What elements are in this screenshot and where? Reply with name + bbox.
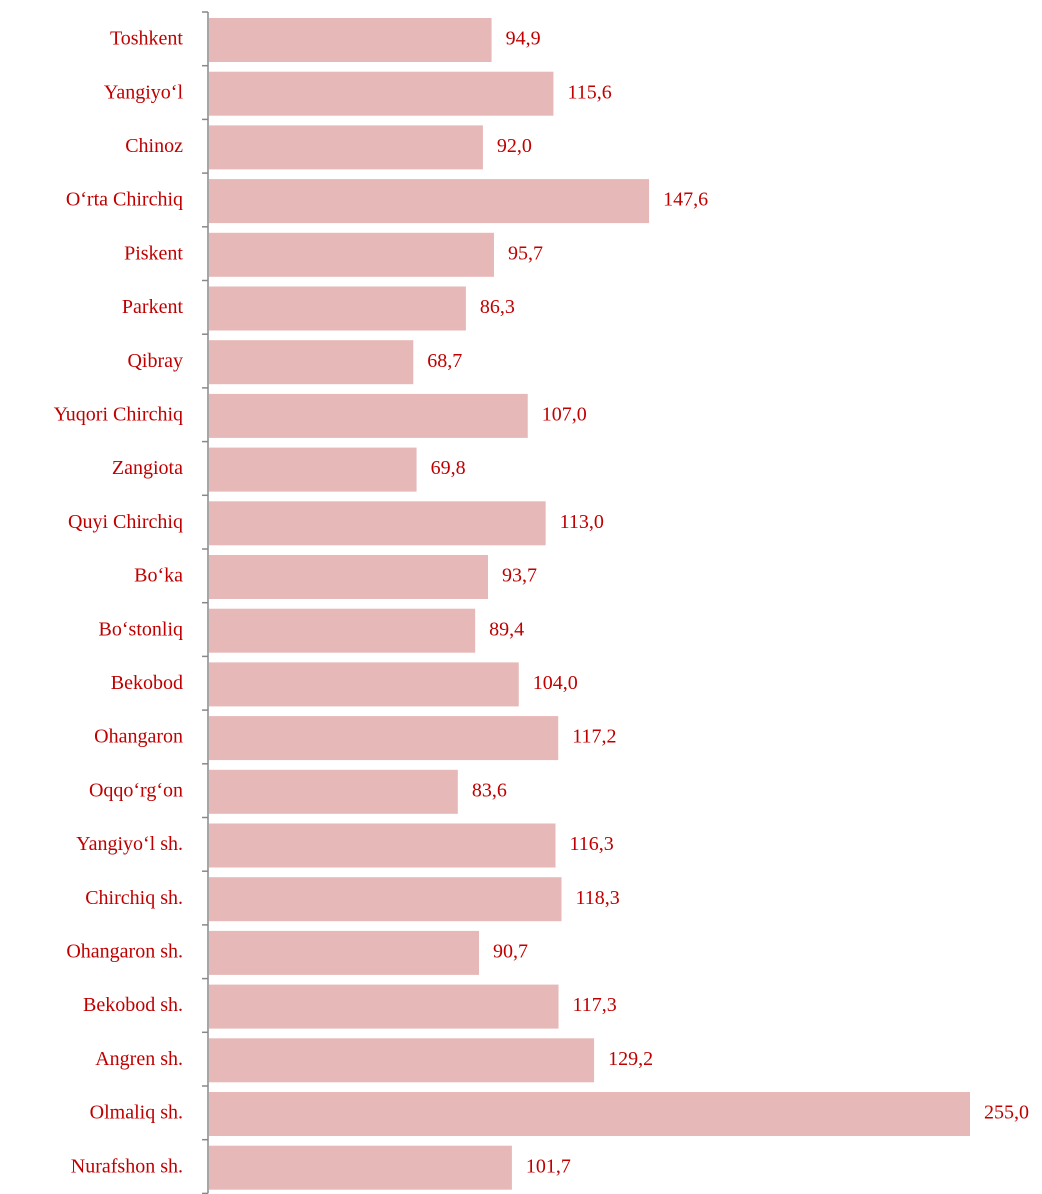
bar [209,1038,595,1083]
value-label: 116,3 [570,833,614,855]
category-label: Bo‘ka [134,565,183,587]
bar [209,555,488,599]
category-label: Bekobod [111,672,183,694]
category-label: Bekobod sh. [83,994,183,1016]
category-label: Toshkent [110,28,183,50]
value-label: 104,0 [533,672,578,694]
value-label: 147,6 [663,189,708,211]
value-label: 95,7 [508,242,543,264]
bar [209,984,559,1029]
bar [209,877,562,922]
category-label: Ohangaron [94,726,183,748]
bar [209,1092,970,1136]
bar [209,716,559,761]
category-label: Chinoz [125,135,183,157]
bar [209,18,492,62]
bar [209,769,458,814]
value-label: 86,3 [480,296,515,318]
value-label: 90,7 [493,940,528,962]
category-label: Yangiyo‘l [104,81,184,103]
bar [209,1145,512,1190]
category-label: Nurafshon sh. [71,1155,183,1177]
bar [209,823,556,868]
value-label: 69,8 [431,457,466,479]
category-label: Qibray [127,350,183,372]
value-label: 93,7 [502,565,537,587]
category-label: Piskent [124,242,183,264]
category-label: Yuqori Chirchiq [54,403,183,425]
value-label: 89,4 [489,618,524,640]
value-label: 68,7 [427,350,462,372]
category-label: Ohangaron sh. [66,940,183,962]
value-label: 129,2 [608,1048,653,1070]
bar [209,501,546,546]
bar [209,608,476,653]
bar [209,179,650,224]
bar [209,662,519,707]
category-label: Olmaliq sh. [90,1102,183,1124]
category-label: Oqqo‘rg‘on [89,779,183,801]
bar [209,71,554,116]
category-label: Zangiota [112,457,183,479]
category-label: Bo‘stonliq [99,618,183,640]
value-label: 101,7 [526,1155,571,1177]
value-label: 94,9 [506,28,541,50]
value-label: 107,0 [542,403,587,425]
value-label: 113,0 [560,511,604,533]
bar [209,930,480,975]
category-label: O‘rta Chirchiq [66,189,183,211]
value-label: 117,2 [572,726,616,748]
bar [209,286,466,331]
category-label: Angren sh. [95,1048,183,1070]
value-label: 115,6 [567,81,611,103]
category-label: Quyi Chirchiq [68,511,183,533]
value-label: 92,0 [497,135,532,157]
value-label: 255,0 [984,1102,1029,1124]
category-label: Parkent [122,296,184,318]
bar [209,393,528,438]
category-label: Yangiyo‘l sh. [76,833,183,855]
value-label: 117,3 [573,994,617,1016]
bar [209,125,483,170]
value-label: 118,3 [576,887,620,909]
bar [209,232,494,277]
bar [209,340,414,385]
category-label: Chirchiq sh. [85,887,183,909]
bar [209,447,417,492]
value-label: 83,6 [472,779,507,801]
